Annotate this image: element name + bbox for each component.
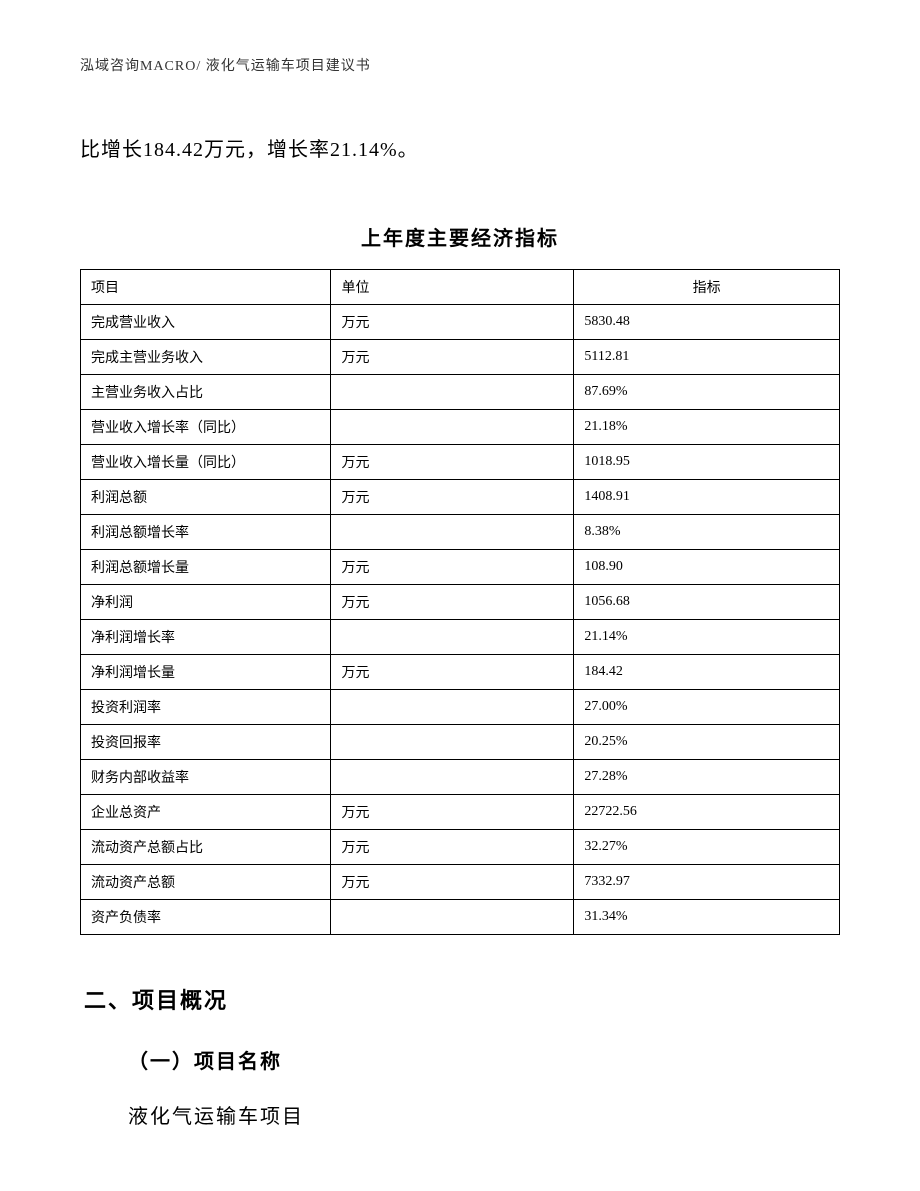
cell-value: 8.38% xyxy=(574,515,840,550)
body-paragraph: 比增长184.42万元，增长率21.14%。 xyxy=(80,133,840,162)
page-container: 泓域咨询MACRO/ 液化气运输车项目建议书 比增长184.42万元，增长率21… xyxy=(0,0,920,1129)
table-row: 利润总额增长量万元108.90 xyxy=(81,550,840,585)
col-header-project: 项目 xyxy=(81,270,331,305)
cell-value: 5112.81 xyxy=(574,340,840,375)
table-row: 主营业务收入占比 87.69% xyxy=(81,375,840,410)
table-row: 利润总额万元1408.91 xyxy=(81,480,840,515)
table-row: 资产负债率 31.34% xyxy=(81,900,840,935)
cell-project: 投资回报率 xyxy=(81,725,331,760)
cell-value: 5830.48 xyxy=(574,305,840,340)
cell-unit: 万元 xyxy=(331,305,574,340)
cell-project: 营业收入增长量（同比） xyxy=(81,445,331,480)
cell-value: 27.28% xyxy=(574,760,840,795)
cell-project: 流动资产总额 xyxy=(81,865,331,900)
table-row: 流动资产总额万元7332.97 xyxy=(81,865,840,900)
cell-value: 1408.91 xyxy=(574,480,840,515)
cell-value: 7332.97 xyxy=(574,865,840,900)
cell-unit: 万元 xyxy=(331,340,574,375)
cell-project: 净利润 xyxy=(81,585,331,620)
table-row: 利润总额增长率 8.38% xyxy=(81,515,840,550)
table-row: 完成主营业务收入万元5112.81 xyxy=(81,340,840,375)
cell-unit: 万元 xyxy=(331,445,574,480)
table-row: 净利润增长量万元184.42 xyxy=(81,655,840,690)
cell-value: 87.69% xyxy=(574,375,840,410)
cell-project: 企业总资产 xyxy=(81,795,331,830)
cell-value: 184.42 xyxy=(574,655,840,690)
cell-unit: 万元 xyxy=(331,865,574,900)
cell-project: 利润总额增长率 xyxy=(81,515,331,550)
cell-unit xyxy=(331,375,574,410)
cell-project: 净利润增长量 xyxy=(81,655,331,690)
cell-project: 财务内部收益率 xyxy=(81,760,331,795)
cell-project: 利润总额 xyxy=(81,480,331,515)
cell-unit: 万元 xyxy=(331,480,574,515)
table-row: 净利润万元1056.68 xyxy=(81,585,840,620)
cell-value: 27.00% xyxy=(574,690,840,725)
cell-project: 流动资产总额占比 xyxy=(81,830,331,865)
table-row: 净利润增长率 21.14% xyxy=(81,620,840,655)
table-row: 企业总资产万元22722.56 xyxy=(81,795,840,830)
cell-value: 21.18% xyxy=(574,410,840,445)
table-title: 上年度主要经济指标 xyxy=(80,222,840,251)
cell-project: 主营业务收入占比 xyxy=(81,375,331,410)
cell-unit xyxy=(331,760,574,795)
cell-value: 32.27% xyxy=(574,830,840,865)
cell-unit: 万元 xyxy=(331,830,574,865)
project-name-text: 液化气运输车项目 xyxy=(80,1100,840,1129)
cell-project: 完成营业收入 xyxy=(81,305,331,340)
cell-project: 营业收入增长率（同比） xyxy=(81,410,331,445)
cell-value: 22722.56 xyxy=(574,795,840,830)
cell-project: 投资利润率 xyxy=(81,690,331,725)
table-row: 流动资产总额占比万元32.27% xyxy=(81,830,840,865)
cell-project: 净利润增长率 xyxy=(81,620,331,655)
sub-heading: （一）项目名称 xyxy=(80,1045,840,1074)
cell-unit: 万元 xyxy=(331,795,574,830)
section-heading: 二、项目概况 xyxy=(80,983,840,1015)
cell-value: 21.14% xyxy=(574,620,840,655)
table-row: 营业收入增长量（同比）万元1018.95 xyxy=(81,445,840,480)
cell-unit xyxy=(331,690,574,725)
cell-value: 31.34% xyxy=(574,900,840,935)
cell-value: 108.90 xyxy=(574,550,840,585)
cell-unit: 万元 xyxy=(331,655,574,690)
table-row: 财务内部收益率 27.28% xyxy=(81,760,840,795)
cell-unit: 万元 xyxy=(331,585,574,620)
col-header-unit: 单位 xyxy=(331,270,574,305)
cell-project: 利润总额增长量 xyxy=(81,550,331,585)
economic-indicators-table: 项目 单位 指标 完成营业收入万元5830.48 完成主营业务收入万元5112.… xyxy=(80,269,840,935)
cell-unit xyxy=(331,515,574,550)
document-header: 泓域咨询MACRO/ 液化气运输车项目建议书 xyxy=(80,55,840,75)
table-row: 完成营业收入万元5830.48 xyxy=(81,305,840,340)
cell-project: 资产负债率 xyxy=(81,900,331,935)
cell-value: 1056.68 xyxy=(574,585,840,620)
cell-unit xyxy=(331,900,574,935)
cell-unit: 万元 xyxy=(331,550,574,585)
cell-unit xyxy=(331,725,574,760)
col-header-value: 指标 xyxy=(574,270,840,305)
table-row: 投资利润率 27.00% xyxy=(81,690,840,725)
cell-unit xyxy=(331,620,574,655)
table-row: 投资回报率 20.25% xyxy=(81,725,840,760)
table-body: 完成营业收入万元5830.48 完成主营业务收入万元5112.81 主营业务收入… xyxy=(81,305,840,935)
cell-project: 完成主营业务收入 xyxy=(81,340,331,375)
table-header-row: 项目 单位 指标 xyxy=(81,270,840,305)
cell-unit xyxy=(331,410,574,445)
cell-value: 20.25% xyxy=(574,725,840,760)
table-row: 营业收入增长率（同比） 21.18% xyxy=(81,410,840,445)
cell-value: 1018.95 xyxy=(574,445,840,480)
